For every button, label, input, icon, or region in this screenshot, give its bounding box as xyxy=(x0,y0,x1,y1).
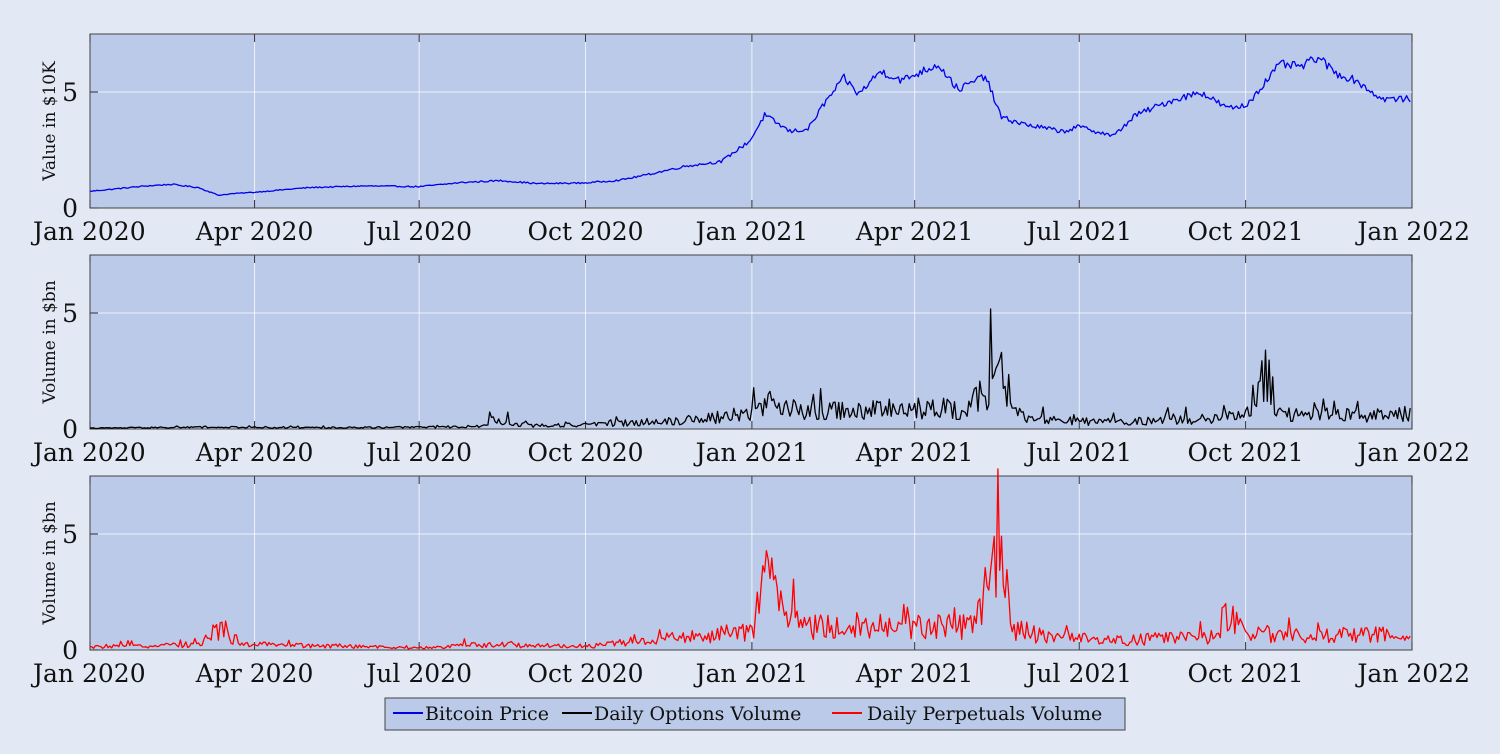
x-tick-label: Oct 2021 xyxy=(1188,438,1304,467)
series-line xyxy=(89,308,1411,430)
x-tick-label: Jan 2021 xyxy=(693,217,809,246)
x-tick-label: Jul 2021 xyxy=(1023,217,1132,246)
x-tick-label: Jul 2021 xyxy=(1023,438,1132,467)
chart-panels: Jan 2020 Apr 2020 Jul 2020 Oct 2020 Jan 2021… xyxy=(30,33,1470,688)
x-tick-label: Jul 2021 xyxy=(1023,659,1132,688)
x-tick-label: Jul 2020 xyxy=(363,659,472,688)
x-tick-label: Apr 2020 xyxy=(195,217,314,246)
plot-area xyxy=(89,33,1413,209)
x-tick-label: Jan 2020 xyxy=(30,217,146,246)
x-tick-label: Jan 2021 xyxy=(693,659,809,688)
x-tick-label: Jan 2021 xyxy=(693,438,809,467)
x-tick-label: Apr 2020 xyxy=(195,438,314,467)
panel-1: Jan 2020 Apr 2020 Jul 2020 Oct 2020 Jan 2021… xyxy=(30,33,1470,246)
legend-entry-daily-perpetuals-volume: Daily Perpetuals Volume xyxy=(832,703,1102,725)
legend-entry-daily-options-volume: Daily Options Volume xyxy=(562,703,801,725)
x-tick-label: Apr 2020 xyxy=(195,659,314,688)
y-axis-label: Volume in $bn xyxy=(40,280,60,404)
series-line xyxy=(89,56,1411,196)
legend-label-bitcoin-price: Bitcoin Price xyxy=(425,703,549,725)
legend: Bitcoin Price Daily Options Volume Daily… xyxy=(384,697,1126,731)
x-tick-label: Oct 2021 xyxy=(1188,659,1304,688)
x-tick-label: Oct 2020 xyxy=(527,438,643,467)
x-tick-label: Oct 2020 xyxy=(527,217,643,246)
y-tick-label: 0 xyxy=(62,194,78,223)
legend-label-daily-perpetuals-volume: Daily Perpetuals Volume xyxy=(867,703,1102,725)
legend-label-daily-options-volume: Daily Options Volume xyxy=(594,703,801,725)
plot-area xyxy=(89,254,1413,430)
x-tick-label: Jul 2020 xyxy=(363,217,472,246)
y-axis-label: Volume in $bn xyxy=(40,501,60,625)
x-tick-label: Oct 2021 xyxy=(1188,217,1304,246)
x-tick-label: Jan 2020 xyxy=(30,659,146,688)
x-tick-label: Jan 2022 xyxy=(1354,659,1470,688)
legend-entry-bitcoin-price: Bitcoin Price xyxy=(393,703,549,725)
y-tick-label: 0 xyxy=(62,636,78,665)
y-tick-label: 5 xyxy=(62,299,78,328)
y-tick-label: 0 xyxy=(62,415,78,444)
plot-area xyxy=(89,475,1413,651)
x-tick-label: Apr 2021 xyxy=(855,659,974,688)
y-tick-label: 5 xyxy=(62,520,78,549)
x-tick-label: Jan 2020 xyxy=(30,438,146,467)
x-tick-label: Jan 2022 xyxy=(1354,438,1470,467)
y-axis-label: Value in $10K xyxy=(40,61,60,182)
panel-3: Jan 2020 Apr 2020 Jul 2020 Oct 2020 Jan 2021… xyxy=(30,468,1470,688)
x-tick-label: Jul 2020 xyxy=(363,438,472,467)
panel-2: Jan 2020 Apr 2020 Jul 2020 Oct 2020 Jan 2021… xyxy=(30,254,1470,467)
x-tick-label: Jan 2022 xyxy=(1354,217,1470,246)
x-tick-label: Apr 2021 xyxy=(855,217,974,246)
series-line xyxy=(89,468,1411,650)
x-tick-label: Oct 2020 xyxy=(527,659,643,688)
x-tick-label: Apr 2021 xyxy=(855,438,974,467)
y-tick-label: 5 xyxy=(62,78,78,107)
